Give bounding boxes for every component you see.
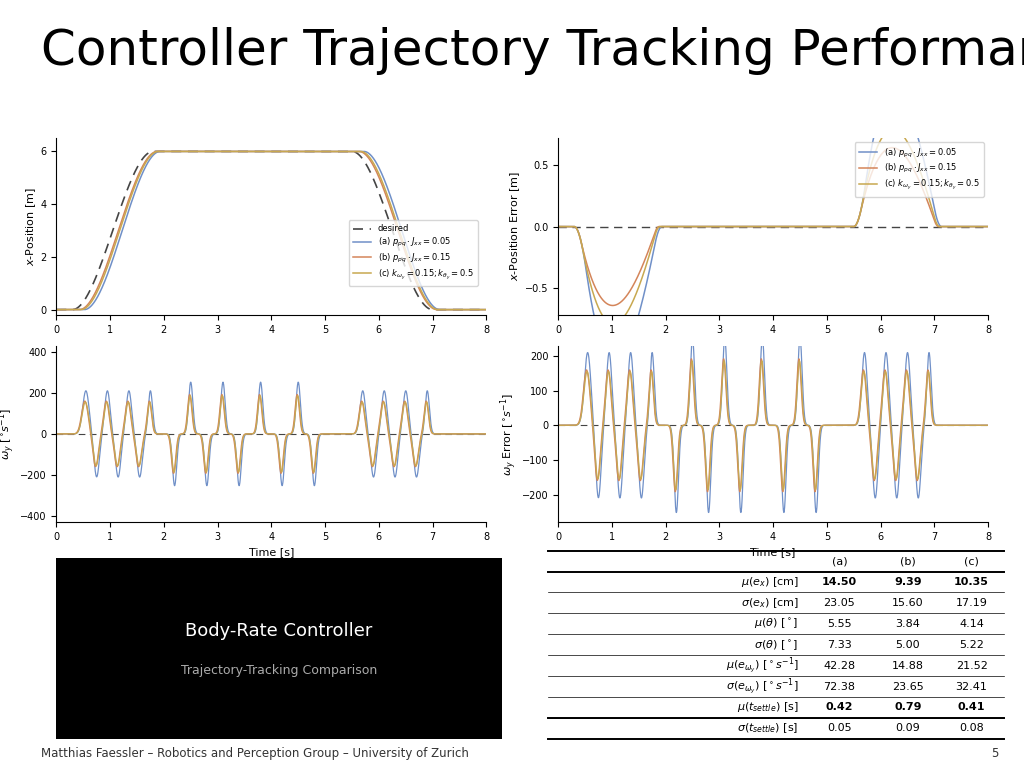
Text: 5.00: 5.00	[896, 640, 921, 650]
Text: Matthias Faessler – Robotics and Perception Group – University of Zurich: Matthias Faessler – Robotics and Percept…	[41, 747, 469, 760]
Legend: (a) $p_{pq} \cdot J_{xx} = 0.05$, (b) $p_{pq} \cdot J_{xx} = 0.15$, (c) $k_{\ome: (a) $p_{pq} \cdot J_{xx} = 0.05$, (b) $p…	[855, 142, 984, 197]
Text: 10.35: 10.35	[954, 577, 989, 587]
Text: 0.08: 0.08	[959, 723, 984, 733]
Y-axis label: $x$-Position Error [m]: $x$-Position Error [m]	[508, 171, 522, 282]
Text: 4.14: 4.14	[959, 619, 984, 629]
Text: 32.41: 32.41	[955, 681, 987, 691]
Text: $\mu(e_x)$ [cm]: $\mu(e_x)$ [cm]	[740, 575, 799, 589]
Text: $\sigma(\theta)$ [$^\circ$]: $\sigma(\theta)$ [$^\circ$]	[755, 637, 799, 652]
Text: 0.09: 0.09	[895, 723, 921, 733]
Text: 14.88: 14.88	[892, 660, 924, 670]
Text: $\sigma(t_{settle})$ [s]: $\sigma(t_{settle})$ [s]	[737, 721, 799, 735]
Text: 0.41: 0.41	[957, 703, 985, 713]
Text: (b): (b)	[900, 556, 915, 566]
Text: Controller Trajectory Tracking Performance: Controller Trajectory Tracking Performan…	[41, 27, 1024, 75]
X-axis label: Time [s]: Time [s]	[249, 548, 294, 558]
Y-axis label: $x$-Position [m]: $x$-Position [m]	[24, 187, 38, 266]
Text: 42.28: 42.28	[823, 660, 855, 670]
Text: $\mu(\theta)$ [$^\circ$]: $\mu(\theta)$ [$^\circ$]	[754, 617, 799, 631]
Text: 17.19: 17.19	[955, 598, 987, 608]
Text: 9.39: 9.39	[894, 577, 922, 587]
Text: $\sigma(e_{\omega_y})$ [$^\circ s^{-1}$]: $\sigma(e_{\omega_y})$ [$^\circ s^{-1}$]	[726, 676, 799, 697]
Text: $\mu(e_{\omega_y})$ [$^\circ s^{-1}$]: $\mu(e_{\omega_y})$ [$^\circ s^{-1}$]	[726, 655, 799, 676]
Text: 7.33: 7.33	[827, 640, 852, 650]
Text: Trajectory-Tracking Comparison: Trajectory-Tracking Comparison	[181, 664, 377, 677]
Text: 0.05: 0.05	[827, 723, 852, 733]
Legend: desired, (a) $p_{pq} \cdot J_{xx} = 0.05$, (b) $p_{pq} \cdot J_{xx} = 0.15$, (c): desired, (a) $p_{pq} \cdot J_{xx} = 0.05…	[349, 220, 478, 286]
Text: 23.05: 23.05	[823, 598, 855, 608]
Y-axis label: $\omega_y$ Error [$^\circ\!s^{-1}$]: $\omega_y$ Error [$^\circ\!s^{-1}$]	[498, 392, 519, 475]
Text: (c): (c)	[965, 556, 979, 566]
Text: 23.65: 23.65	[892, 681, 924, 691]
Text: 3.84: 3.84	[895, 619, 921, 629]
Text: 5.22: 5.22	[959, 640, 984, 650]
X-axis label: Time [s]: Time [s]	[751, 548, 796, 558]
Text: 5.55: 5.55	[827, 619, 852, 629]
Text: Body-Rate Controller: Body-Rate Controller	[185, 621, 373, 640]
Text: 14.50: 14.50	[822, 577, 857, 587]
Text: 21.52: 21.52	[955, 660, 987, 670]
Y-axis label: $\omega_y$ [$^\circ\!s^{-1}$]: $\omega_y$ [$^\circ\!s^{-1}$]	[0, 408, 17, 460]
Text: $\sigma(e_x)$ [cm]: $\sigma(e_x)$ [cm]	[740, 596, 799, 610]
Text: $\mu(t_{settle})$ [s]: $\mu(t_{settle})$ [s]	[737, 700, 799, 714]
Text: 0.79: 0.79	[894, 703, 922, 713]
Text: 0.42: 0.42	[825, 703, 853, 713]
Text: 72.38: 72.38	[823, 681, 855, 691]
Text: 15.60: 15.60	[892, 598, 924, 608]
Text: (a): (a)	[831, 556, 847, 566]
Text: 5: 5	[991, 747, 998, 760]
